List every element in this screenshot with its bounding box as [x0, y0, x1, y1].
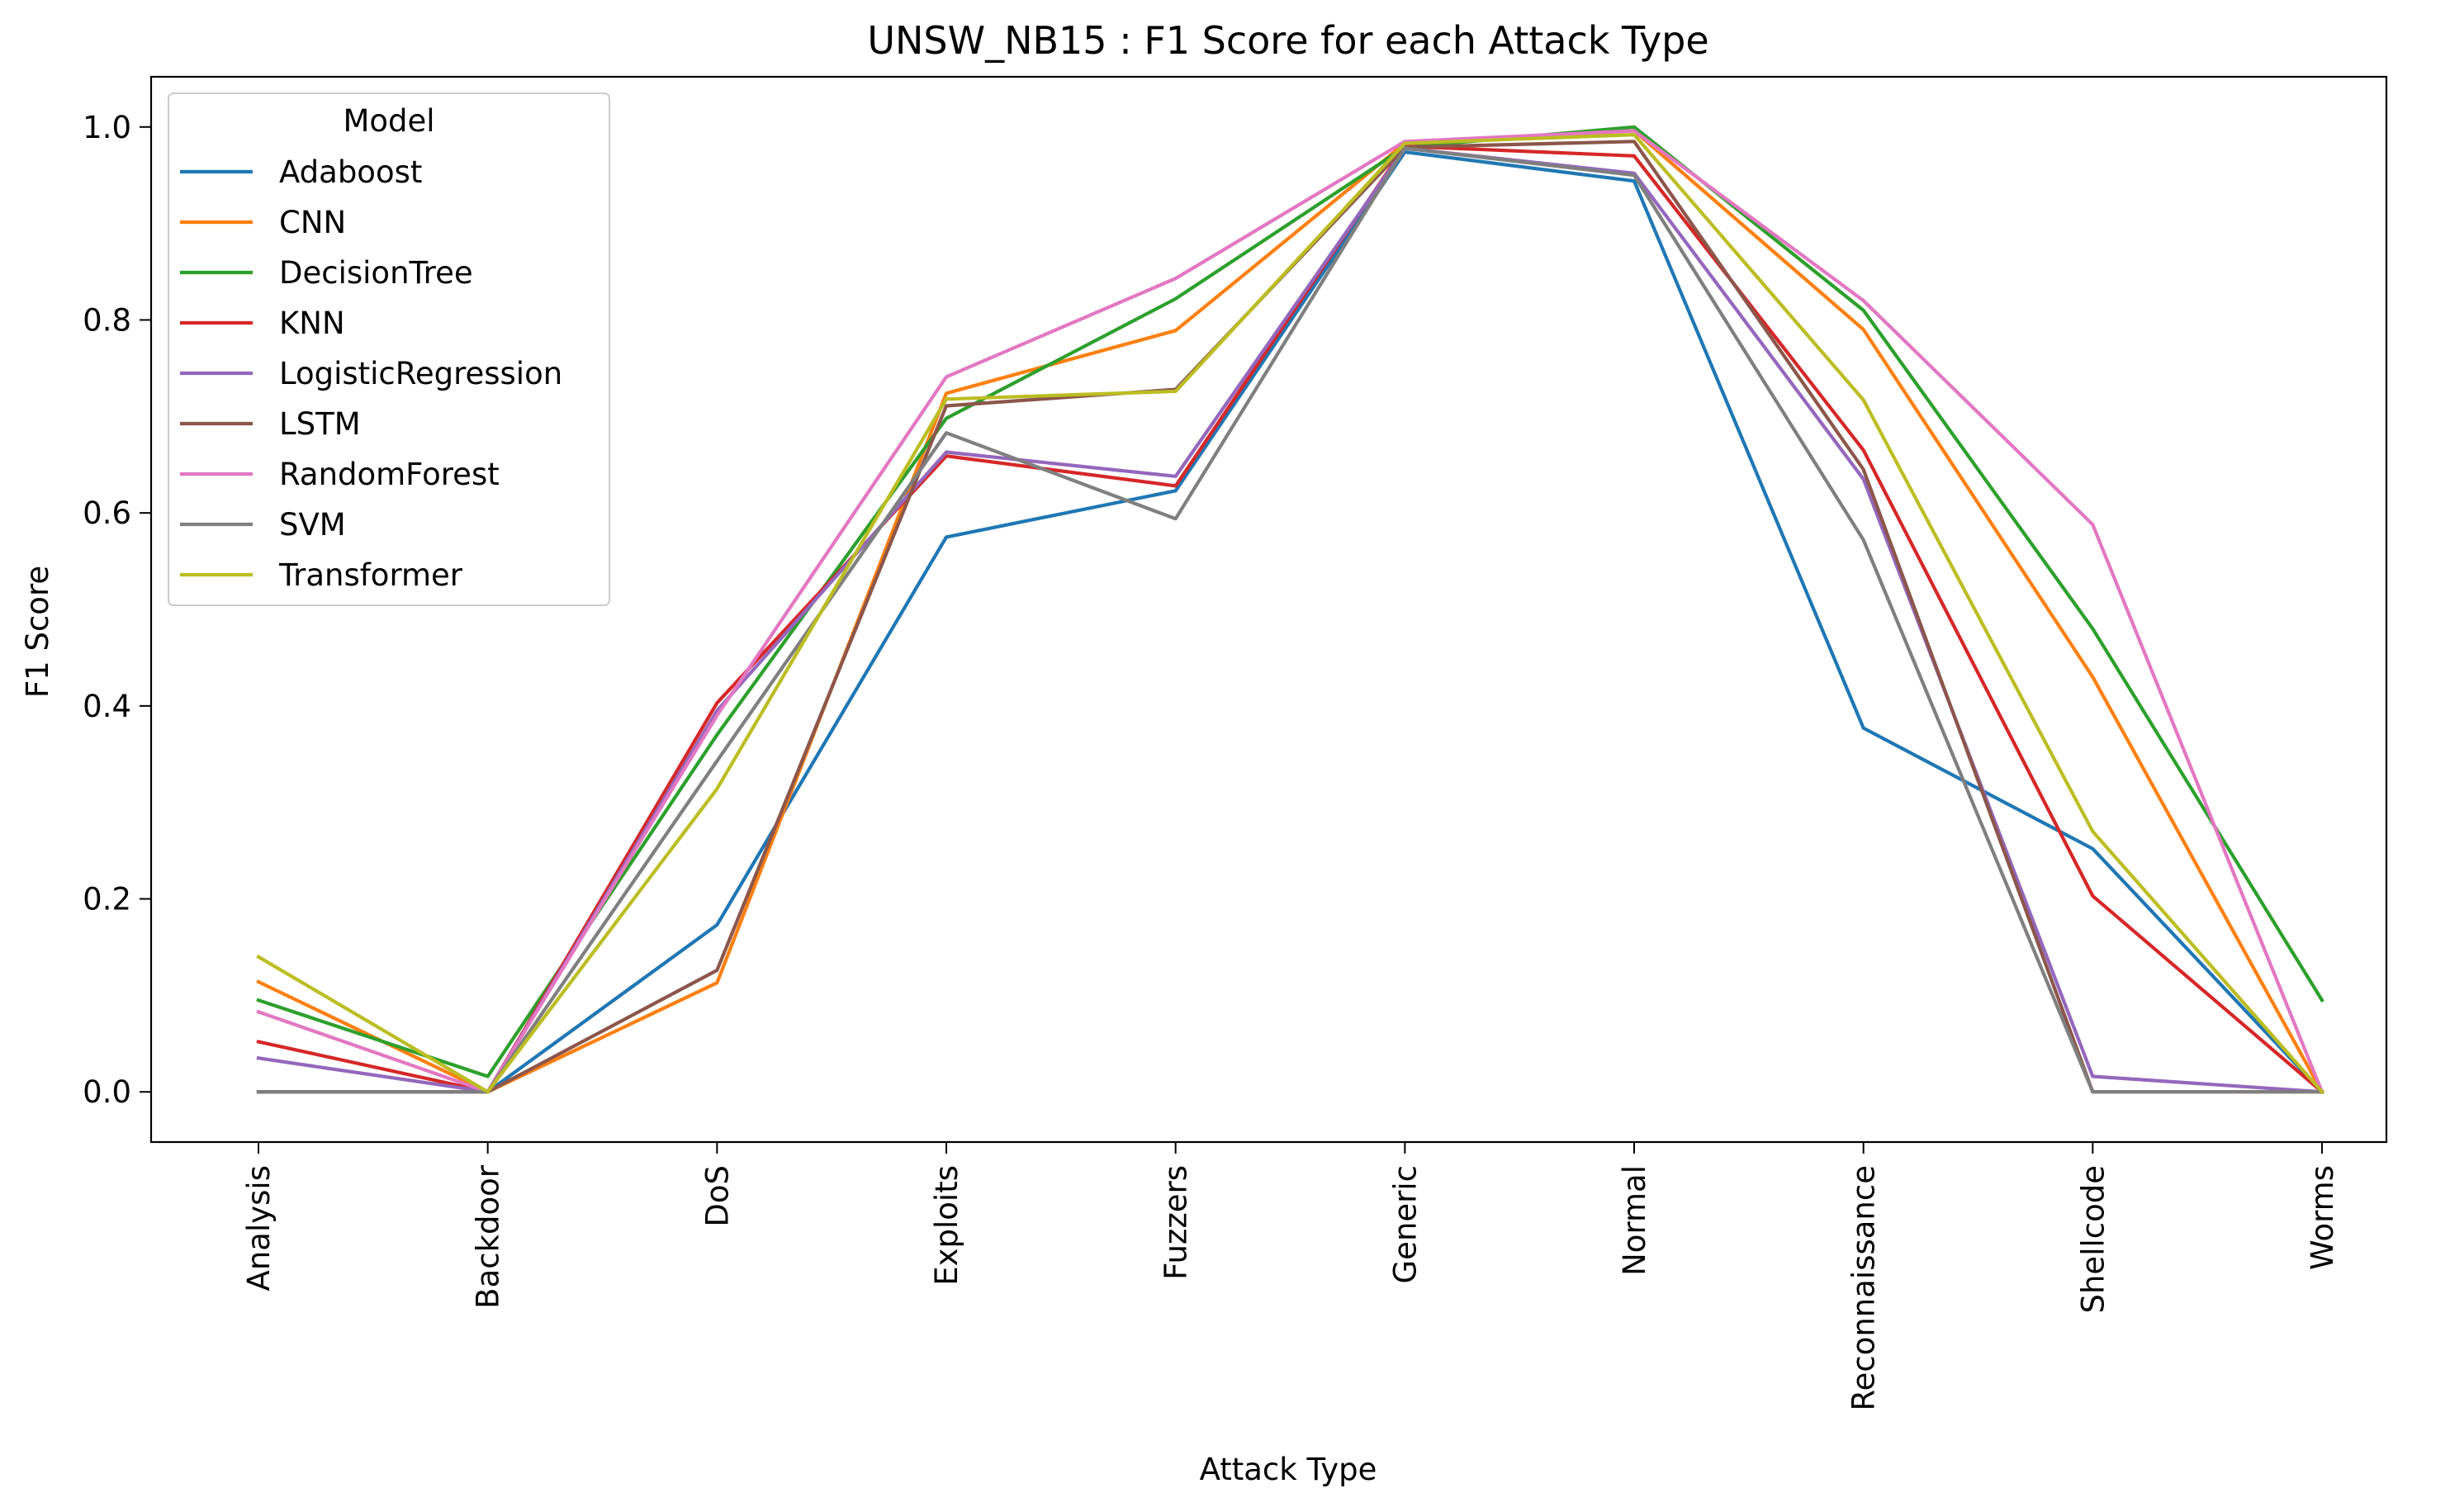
y-axis-ticks: 0.0 0.2 0.4 0.6 0.8 1.0	[83, 110, 151, 1110]
y-tick-label: 0.4	[83, 689, 131, 724]
x-tick-label: Backdoor	[471, 1164, 506, 1309]
y-tick-label: 0.6	[83, 495, 131, 531]
y-tick-label: 0.8	[83, 302, 131, 338]
axes-frame	[149, 75, 2388, 1144]
x-axis-label: Attack Type	[1200, 1452, 1377, 1487]
legend-entry: SVM	[279, 507, 346, 543]
y-axis-label: F1 Score	[20, 566, 55, 698]
x-tick-label: Generic	[1387, 1165, 1423, 1283]
x-tick-label: Fuzzers	[1159, 1165, 1194, 1280]
legend: Model Adaboost CNN DecisionTree KNN LogisticR…	[168, 92, 610, 606]
series-line-cnn	[256, 129, 2324, 1095]
x-tick-label: Worms	[2305, 1165, 2340, 1270]
y-tick-label: 1.0	[83, 110, 131, 145]
x-tick-label: Exploits	[929, 1165, 964, 1286]
series-line-knn	[256, 145, 2324, 1095]
series-lines	[256, 125, 2324, 1095]
series-line-adaboost	[256, 150, 2324, 1095]
series-line-transformer	[256, 133, 2324, 1095]
y-tick-label: 0.2	[83, 882, 131, 917]
legend-entry: RandomForest	[279, 457, 500, 492]
legend-box	[168, 92, 610, 606]
series-line-randomforest	[256, 129, 2324, 1094]
chart-title: UNSW_NB15 : F1 Score for each Attack Typ…	[867, 18, 1708, 63]
legend-entry: CNN	[279, 205, 346, 240]
legend-entry: DecisionTree	[279, 255, 473, 291]
legend-entry: Adaboost	[279, 154, 422, 190]
legend-entry: KNN	[279, 306, 345, 341]
x-tick-label: Analysis	[241, 1165, 277, 1291]
legend-entry: Transformer	[278, 557, 463, 593]
x-tick-label: DoS	[699, 1165, 735, 1227]
plot-area	[149, 75, 2388, 1144]
x-tick-label: Reconnaissance	[1846, 1165, 1882, 1410]
y-tick-label: 0.0	[83, 1074, 131, 1110]
legend-title: Model	[343, 103, 434, 139]
series-line-svm	[256, 146, 2324, 1094]
x-tick-label: Shellcode	[2075, 1165, 2111, 1314]
x-tick-label: Normal	[1617, 1165, 1652, 1276]
legend-entry: LogisticRegression	[279, 356, 562, 391]
legend-entry: LSTM	[279, 406, 361, 442]
x-axis-ticks: Analysis Backdoor DoS Exploits Fuzzers Generi…	[241, 1142, 2340, 1410]
